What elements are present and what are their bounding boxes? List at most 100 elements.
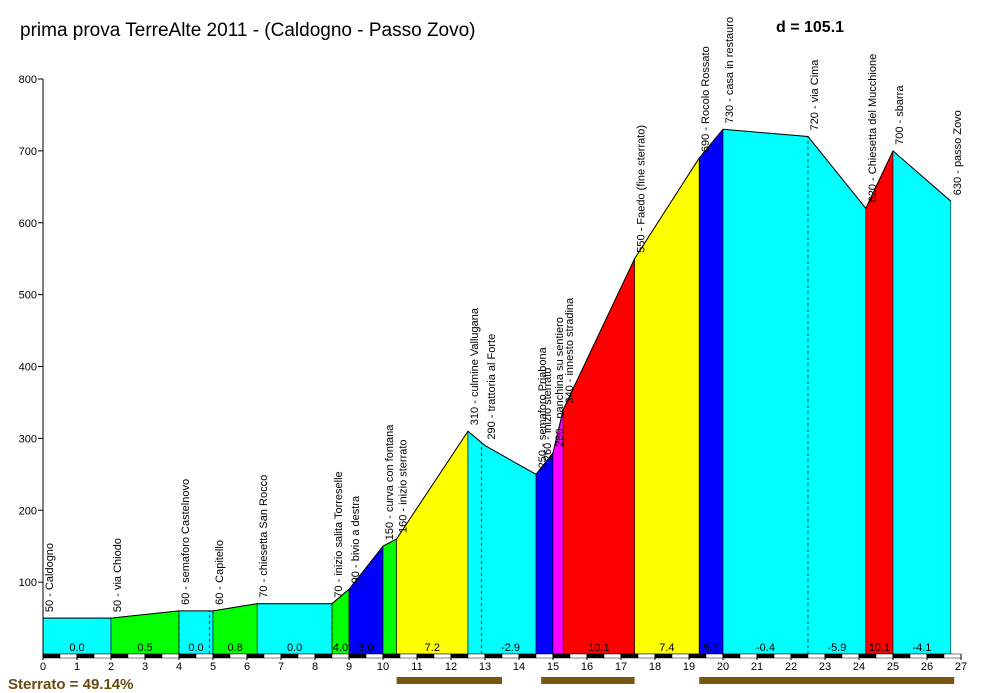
x-tick-label-2: 2 <box>108 661 114 673</box>
x-axis-band-47 <box>841 653 860 659</box>
grade-label-6: 6.0 <box>358 642 373 654</box>
x-tick-label-4: 4 <box>176 661 182 673</box>
x-tick-label-14: 14 <box>513 661 525 673</box>
x-axis-band-39 <box>705 653 724 659</box>
x-axis-band-30 <box>552 653 571 659</box>
x-axis-band-32 <box>586 653 605 659</box>
x-tick-label-0: 0 <box>40 661 46 673</box>
sterrato-bar-2 <box>699 677 955 684</box>
x-axis-band-4 <box>110 653 129 659</box>
x-tick-label-11: 11 <box>411 661 422 673</box>
x-axis-band-15 <box>297 653 316 659</box>
x-tick-label-24: 24 <box>853 661 865 673</box>
grade-label-0: 0.0 <box>69 642 84 654</box>
x-tick-label-20: 20 <box>717 661 729 673</box>
x-axis-band-40 <box>722 653 741 659</box>
grade-label-8: -2.9 <box>501 642 520 654</box>
x-axis-band-9 <box>195 653 214 659</box>
waypoint-label-13: 280 - panchina su sentiero <box>554 317 566 447</box>
profile-segment-7 <box>382 538 397 655</box>
x-axis-band-22 <box>416 653 435 659</box>
profile-segment-14 <box>698 128 724 655</box>
x-axis-band-50 <box>892 653 911 659</box>
x-axis-band-26 <box>484 653 503 659</box>
grade-label-4: 0.0 <box>287 642 302 654</box>
waypoint-label-10: 290 - trattoria al Forte <box>486 334 498 440</box>
x-axis-band-18 <box>348 653 367 659</box>
x-axis-band-5 <box>127 653 146 659</box>
x-tick-label-27: 27 <box>955 661 967 673</box>
x-axis-band-46 <box>824 653 843 659</box>
profile-segment-10 <box>535 451 554 655</box>
x-axis-band-13 <box>263 653 282 659</box>
x-axis-band-35 <box>637 653 656 659</box>
x-axis-band-33 <box>603 653 622 659</box>
grade-label-11: 5.7 <box>703 642 718 654</box>
profile-segments <box>42 128 952 655</box>
x-axis-band-17 <box>331 653 350 659</box>
grade-label-7: 7.2 <box>425 642 440 654</box>
waypoint-label-12: 260 - inizio sterrato <box>542 368 554 462</box>
x-tick-label-16: 16 <box>581 661 593 673</box>
x-tick-label-3: 3 <box>142 661 148 673</box>
x-tick-label-9: 9 <box>346 661 352 673</box>
y-tick-label-500: 500 <box>19 290 37 302</box>
distance-label: d = 105.1 <box>776 19 844 36</box>
y-tick-label-300: 300 <box>19 433 37 445</box>
waypoint-label-18: 720 - via Cima <box>809 59 821 131</box>
dashed-markers <box>178 136 809 654</box>
x-tick-label-18: 18 <box>649 661 661 673</box>
x-axis-band-45 <box>807 653 826 659</box>
grade-label-2: 0.0 <box>188 642 203 654</box>
grade-label-12: -0.4 <box>756 642 775 654</box>
x-tick-label-10: 10 <box>377 661 389 673</box>
x-tick-label-5: 5 <box>210 661 216 673</box>
x-axis-band-25 <box>467 653 486 659</box>
x-axis-band-20 <box>382 653 401 659</box>
grade-label-15: -4.1 <box>912 642 931 654</box>
waypoint-label-20: 700 - sbarra <box>894 85 906 145</box>
profile-segment-17 <box>892 150 952 655</box>
x-axis-band-14 <box>280 653 299 659</box>
x-tick-label-21: 21 <box>751 661 763 673</box>
profile-segment-16 <box>865 150 894 655</box>
waypoint-label-17: 730 - casa in restauro <box>724 17 736 123</box>
x-axis-band-3 <box>93 653 112 659</box>
x-axis-band-7 <box>161 653 180 659</box>
waypoint-label-4: 70 - chiesetta San Rocco <box>258 475 270 598</box>
waypoint-label-21: 630 - passo Zovo <box>952 110 964 195</box>
x-axis-band-49 <box>875 653 894 659</box>
waypoint-label-9: 310 - culmine Vallugana <box>469 307 481 425</box>
x-tick-label-26: 26 <box>921 661 933 673</box>
waypoint-label-14: 340 - innesto stradina <box>564 297 576 404</box>
x-tick-label-25: 25 <box>887 661 899 673</box>
y-tick-label-400: 400 <box>19 362 37 374</box>
grade-label-5: 4.0 <box>333 642 348 654</box>
x-tick-label-13: 13 <box>479 661 491 673</box>
x-tick-label-22: 22 <box>785 661 797 673</box>
waypoint-label-6: 90 - bivio a destra <box>350 495 362 583</box>
x-tick-label-15: 15 <box>547 661 559 673</box>
x-axis-band-37 <box>671 653 690 659</box>
x-axis-band-48 <box>858 653 877 659</box>
waypoint-labels: 50 - Caldogno 50 - via Chiodo 60 - semafor… <box>44 17 964 612</box>
y-tick-label-200: 200 <box>19 505 37 517</box>
waypoint-label-8: 160 - inizio sterrato <box>398 439 410 533</box>
x-axis-band-52 <box>926 653 945 659</box>
x-axis-band-42 <box>756 653 775 659</box>
x-tick-label-12: 12 <box>445 661 457 673</box>
waypoint-label-5: 70 - inizio salita Torreselle <box>333 471 345 597</box>
x-axis-band-1 <box>59 653 78 659</box>
y-tick-label-700: 700 <box>19 146 37 158</box>
y-tick-label-600: 600 <box>19 218 37 230</box>
waypoint-label-3: 60 - Capitello <box>214 540 226 605</box>
x-tick-label-1: 1 <box>74 661 80 673</box>
waypoint-label-16: 690 - Rocolo Rossato <box>700 46 712 152</box>
x-axis-band-2 <box>76 653 95 659</box>
x-axis-band-41 <box>739 653 758 659</box>
grade-labels: 0.0 0.5 0.0 0.8 0.0 4.0 6.0 7.2 -2.9 10.1 7.4 5.7 -0… <box>69 642 931 654</box>
grade-label-14: 10.1 <box>869 642 890 654</box>
x-axis-band-19 <box>365 653 384 659</box>
sterrato-bar-0 <box>396 677 502 684</box>
